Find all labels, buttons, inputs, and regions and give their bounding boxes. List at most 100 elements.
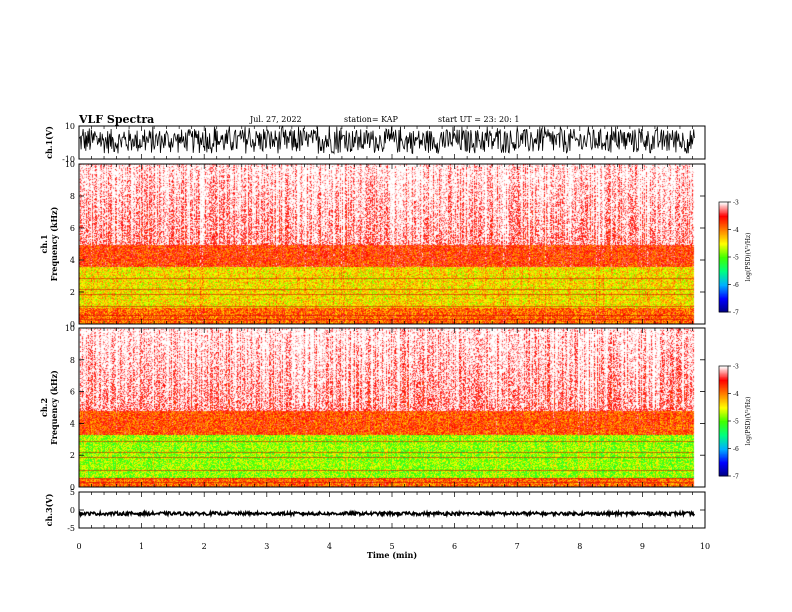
ch1-spectrogram-ytick-label: 2 [70,288,75,297]
colorbar-ch2-segment [719,449,728,452]
ch3-waveform-ytick-label: 5 [70,488,75,497]
colorbar-ch2-tick-label: -3 [733,364,739,371]
ch2-spectrogram-ytick-label: 2 [70,451,75,460]
colorbar-ch2-segment [719,473,728,476]
colorbar-ch2-segment [719,386,728,389]
colorbar-ch2-segment [719,378,728,381]
colorbar-ch1-segment [719,302,728,305]
colorbar-ch2-segment [719,389,728,392]
spectrogram-ch1 [79,164,705,324]
colorbar-ch1-segment [719,214,728,217]
colorbar-ch2-segment [719,412,728,415]
colorbar-ch2-tick-label: -5 [733,419,739,426]
colorbar-ch2-segment [719,451,728,454]
spectrogram-ch2 [79,328,705,487]
colorbar-ch1-segment [719,281,728,284]
colorbar-ch1-tick-label: -6 [733,282,739,289]
colorbar-ch2-tick-label: -7 [733,474,739,481]
colorbar-ch1-segment [719,211,728,214]
colorbar-ch1-segment [719,226,728,229]
colorbar-ch1-segment [719,228,728,230]
colorbar-ch2-segment [719,445,728,448]
colorbar-ch2-segment [719,470,728,473]
colorbar-ch1-segment [719,237,728,240]
colorbar-ch2-segment [719,393,728,396]
colorbar-ch1-tick-label: -3 [733,200,739,207]
ch1-spectrogram-ylabel-line1: ch.1 [39,234,49,253]
colorbar-ch1-segment [719,246,728,248]
colorbar-ch1-segment [719,258,728,261]
colorbar-ch1-label: log(PSD)(V²/Hz) [745,233,752,282]
colorbar-ch1-segment [719,291,728,294]
colorbar-ch2-segment [719,426,728,429]
colorbar-ch1-segment [719,241,728,244]
colorbar-ch2-segment [719,419,728,422]
colorbar-ch1-segment [719,270,728,273]
colorbar-ch1-segment [719,203,728,206]
colorbar-ch1-segment [719,277,728,280]
colorbar-ch1-segment [719,298,728,301]
x-tick-label: 5 [389,542,394,551]
colorbar-ch1-segment [719,247,728,250]
ch1-spectrogram-ytick-label: 8 [70,192,75,201]
colorbar-ch1-segment [719,250,728,252]
colorbar-ch2-segment [719,418,728,421]
colorbar-ch2-segment [719,394,728,397]
colorbar-ch2-segment [719,455,728,458]
colorbar-ch2-segment [719,392,728,394]
ch3-waveform-line [78,508,696,519]
colorbar-ch1-segment [719,273,728,276]
colorbar-ch2-segment [719,469,728,471]
x-tick-label: 6 [452,542,457,551]
colorbar-ch2-segment [719,383,728,386]
colorbar-ch2-segment [719,374,728,377]
colorbar-ch1-segment [719,274,728,277]
colorbar-ch1-segment [719,257,728,259]
colorbar-ch2-segment [719,441,728,444]
colorbar-ch1-segment [719,251,728,254]
colorbar-ch2-segment [719,440,728,443]
colorbar-ch2-segment [719,447,728,449]
colorbar-ch2-segment [719,433,728,436]
colorbar-ch2-segment [719,474,728,477]
x-tick-label: 8 [577,542,582,551]
colorbar-ch1-segment [719,235,728,237]
station-label: station= KAP [344,115,398,124]
colorbar-ch1-segment [719,268,728,270]
date-label: Jul. 27, 2022 [250,115,302,124]
colorbar-ch2-segment [719,448,728,451]
ch1-spectrogram-ytick-label: 6 [70,224,75,233]
colorbar-ch1-segment [719,266,728,269]
colorbar-ch1-segment [719,301,728,303]
colorbar-ch1-segment [719,262,728,265]
colorbar-ch2-segment [719,429,728,432]
colorbar-ch2-segment [719,459,728,462]
ch1-waveform-line [78,126,695,155]
colorbar-ch1-segment [719,305,728,307]
colorbar-ch1-segment [719,210,728,213]
ch2-spectrogram-ytick-label: 0 [70,483,75,492]
colorbar-ch2-segment [719,407,728,410]
colorbar-ch2-segment [719,466,728,469]
colorbar-ch2-segment [719,401,728,404]
colorbar-ch1-segment [719,206,728,208]
colorbar-ch2-segment [719,432,728,434]
ch2-spectrogram-ylabel: ch.2 Frequency (kHz) [39,370,59,445]
colorbar-ch2-tick-label: -4 [733,391,739,398]
colorbar-ch2-segment [719,367,728,370]
colorbar-ch2-segment [719,410,728,412]
colorbar-ch2-segment [719,382,728,385]
ch1-waveform-ytick-label: -10 [62,155,75,164]
colorbar-ch1-segment [719,218,728,221]
colorbar-ch1-segment [719,263,728,266]
x-axis-label: Time (min) [367,550,417,560]
x-tick-label: 4 [327,542,332,551]
colorbar-ch1-segment [719,240,728,243]
ch2-spectrogram-ytick-label: 4 [70,419,75,428]
colorbar-ch2-segment [719,463,728,466]
colorbar-ch1-segment [719,213,728,215]
x-tick-label: 1 [139,542,144,551]
colorbar-ch1-segment [719,306,728,309]
x-tick-label: 9 [640,542,645,551]
colorbar-ch2-segment [719,414,728,416]
